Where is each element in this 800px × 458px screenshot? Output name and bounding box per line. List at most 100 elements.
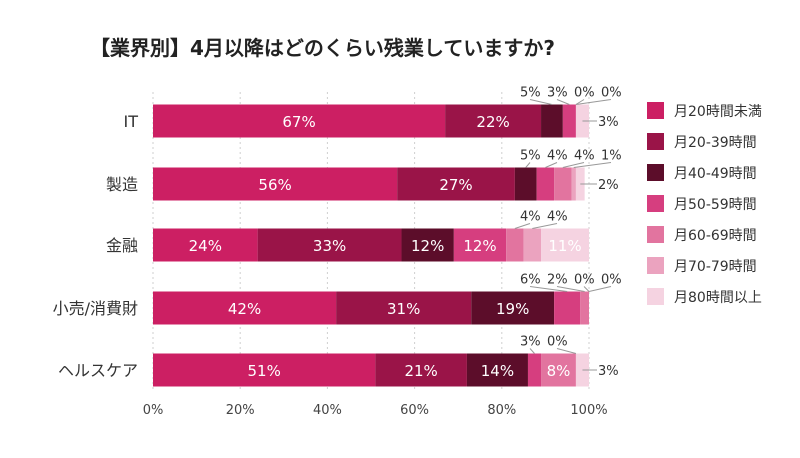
bar-segment — [580, 291, 589, 325]
leader-line — [556, 99, 570, 105]
category-label: 金融 — [106, 236, 138, 255]
legend-swatch — [647, 195, 664, 212]
bar-segment — [153, 291, 337, 325]
leader-line — [583, 286, 590, 292]
bar-segment — [153, 228, 258, 262]
data-label: 0% — [601, 86, 622, 101]
leader-line — [529, 286, 568, 292]
bar-segment — [554, 291, 581, 325]
data-label: 6% — [520, 273, 541, 288]
bar-segment — [401, 228, 454, 262]
x-tick-label: 80% — [487, 403, 516, 418]
data-label: 24% — [189, 237, 222, 255]
legend-label: 月20-39時間 — [674, 135, 757, 151]
legend: 月20時間未満月20-39時間月40-49時間月50-59時間月60-69時間月… — [647, 102, 762, 306]
x-tick-labels: 0% 20% 40% 60% 80% 100% — [143, 403, 608, 418]
bar-segment — [575, 104, 589, 138]
data-label: 4% — [547, 210, 568, 225]
category-label: 製造 — [106, 175, 138, 194]
bar-segment — [453, 228, 507, 262]
leader-line — [532, 223, 558, 229]
x-tick-label: 100% — [570, 403, 607, 418]
data-label: 0% — [547, 335, 568, 350]
bar-segment — [153, 353, 376, 387]
bar-segment — [571, 167, 576, 201]
data-label: 14% — [481, 362, 514, 380]
data-label: 8% — [547, 362, 571, 380]
data-label: 31% — [387, 300, 420, 318]
data-label: 1% — [601, 149, 622, 164]
data-label: 19% — [496, 300, 529, 318]
category-label: ヘルスケア — [58, 361, 138, 380]
data-label: 2% — [547, 273, 568, 288]
data-label: 4% — [520, 210, 541, 225]
bar-segment — [575, 167, 585, 201]
leader-line — [525, 162, 531, 168]
data-label: 67% — [282, 113, 315, 131]
bar-segment — [336, 291, 472, 325]
bar-segment — [562, 104, 576, 138]
legend-swatch — [647, 226, 664, 243]
x-tick-label: 60% — [400, 403, 429, 418]
legend-label: 月70-79時間 — [674, 259, 757, 275]
leader-line — [588, 286, 612, 292]
bar-segment — [397, 167, 515, 201]
data-label: 56% — [258, 176, 291, 194]
chart-title: 【業界別】4月以降はどのくらい残業していますか? — [90, 36, 555, 60]
legend-label: 月20時間未満 — [674, 104, 762, 120]
leader-line — [514, 223, 531, 229]
leader-line — [562, 162, 585, 168]
bar-segment — [541, 353, 576, 387]
leader-line — [545, 162, 558, 168]
legend-swatch — [647, 288, 664, 305]
data-label: 3% — [598, 364, 619, 379]
legend-swatch — [647, 164, 664, 181]
bar-segment — [506, 228, 524, 262]
data-label: 0% — [601, 273, 622, 288]
leader-line — [556, 286, 585, 292]
bar-segment — [153, 167, 398, 201]
leader-line — [573, 162, 612, 168]
leader-line — [529, 99, 553, 105]
bar-segment — [471, 291, 555, 325]
legend-swatch — [647, 257, 664, 274]
legend-swatch — [647, 133, 664, 150]
data-label: 5% — [520, 86, 541, 101]
data-label: 12% — [463, 237, 496, 255]
data-label: 22% — [476, 113, 509, 131]
data-label: 5% — [520, 149, 541, 164]
data-label: 3% — [547, 86, 568, 101]
leader-line — [575, 99, 612, 105]
bar-segment — [466, 353, 528, 387]
bar-segment — [575, 353, 589, 387]
bar-segment — [257, 228, 402, 262]
data-label: 4% — [574, 149, 595, 164]
x-tick-label: 0% — [143, 403, 164, 418]
data-label: 0% — [574, 273, 595, 288]
bar-segment — [375, 353, 467, 387]
bar-segment — [536, 167, 555, 201]
category-label: IT — [124, 112, 139, 131]
data-label: 3% — [598, 115, 619, 130]
bar-segment — [554, 167, 572, 201]
data-label: 12% — [411, 237, 444, 255]
data-label: 3% — [520, 335, 541, 350]
leader-line — [575, 99, 585, 105]
legend-label: 月40-49時間 — [674, 166, 757, 182]
data-label: 33% — [313, 237, 346, 255]
data-label: 0% — [574, 86, 595, 101]
data-label: 51% — [248, 362, 281, 380]
legend-label: 月50-59時間 — [674, 197, 757, 213]
data-label: 2% — [598, 178, 619, 193]
bar-segment — [527, 353, 542, 387]
data-label: 27% — [439, 176, 472, 194]
bar-segment — [541, 104, 563, 138]
legend-swatch — [647, 102, 664, 119]
x-tick-label: 20% — [226, 403, 255, 418]
bar-segment — [541, 228, 589, 262]
legend-label: 月80時間以上 — [674, 290, 762, 306]
data-label: 21% — [404, 362, 437, 380]
bars: 67% 22%5% 3% 0% 0%3%56% 27%5% 4% 4% 1%2%24% 33% 12… — [153, 86, 622, 387]
